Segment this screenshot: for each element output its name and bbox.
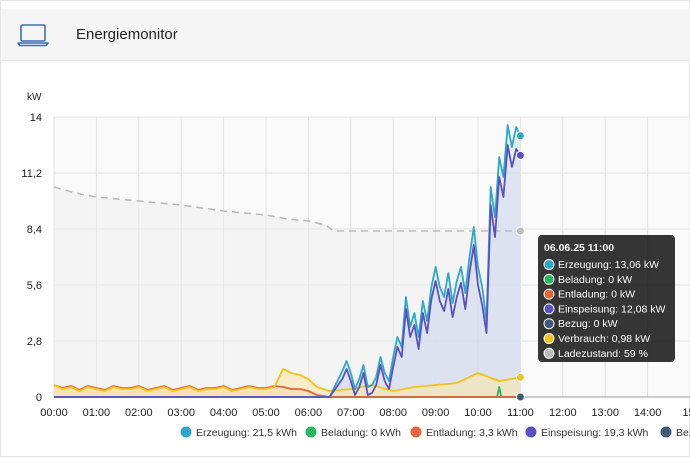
x-tick-label: 07:00: [337, 407, 365, 419]
beladung-tooltip-row: Beladung: 0 kW: [558, 274, 632, 286]
x-tick-label: 10:00: [464, 407, 492, 419]
laptop-icon: [17, 24, 49, 47]
y-tick-label: 2,8: [27, 336, 42, 348]
bezug-marker: [515, 392, 525, 402]
tooltip-title: 06.06.25 11:00: [544, 242, 614, 254]
ladezustand-marker: [515, 226, 525, 236]
card-header: Energiemonitor: [1, 9, 690, 61]
x-tick-label: 11:00: [507, 407, 534, 419]
ladezustand-line: [53, 186, 521, 232]
x-tick-label: 13:00: [591, 407, 619, 419]
entladung-tooltip-row: Entladung: 0 kW: [558, 289, 635, 301]
beladung-legend-swatch: [305, 426, 317, 438]
einspeisung-marker: [515, 150, 525, 160]
erzeugung-marker: [515, 131, 525, 141]
tooltip-box: [538, 235, 675, 362]
erzeugung-legend-item: Erzeugung: 21,5 kWh: [196, 427, 297, 439]
bezug-legend-item: Bez: [676, 427, 690, 439]
page-title: Energiemonitor: [76, 26, 178, 43]
beladung-tooltip-swatch: [543, 273, 555, 285]
y-axis-unit: kW: [27, 92, 42, 103]
erzeugung-tooltip-row: Erzeugung: 13,06 kW: [558, 259, 659, 271]
erzeugung-tooltip-swatch: [543, 259, 555, 270]
bezug-legend-swatch: [660, 426, 672, 438]
x-tick-label: 01:00: [83, 407, 111, 419]
einspeisung-line: [54, 144, 522, 398]
y-tick-label: 8,4: [27, 224, 42, 236]
entladung-tooltip-swatch: [543, 288, 555, 300]
x-tick-label: 03:00: [167, 407, 195, 419]
x-tick-label: 02:00: [125, 407, 153, 419]
tooltip: 06.06.25 11:00 Erzeugung: 13,06 kW Beladun…: [538, 235, 675, 362]
entladung-legend-swatch: [410, 426, 422, 438]
verbrauch-tooltip-row: Verbrauch: 0,98 kW: [558, 333, 650, 345]
verbrauch-marker: [515, 372, 525, 382]
beladung-legend-item: Beladung: 0 kWh: [321, 427, 401, 439]
x-tick-label: 08:00: [379, 407, 407, 419]
y-tick-label: 11,2: [21, 168, 42, 180]
ladezustand-tooltip-row: Ladezustand: 59 %: [558, 348, 648, 360]
y-tick-label: 14: [30, 112, 42, 124]
x-tick-label: 09:00: [422, 407, 450, 419]
x-tick-label: 05:00: [252, 407, 280, 419]
einspeisung-legend-item: Einspeisung: 19,3 kWh: [541, 427, 649, 439]
verbrauch-tooltip-swatch: [543, 333, 555, 344]
einspeisung-legend-swatch: [525, 426, 537, 438]
entladung-legend-item: Entladung: 3,3 kWh: [426, 427, 518, 439]
x-tick-label: 00:00: [40, 407, 68, 419]
x-tick-label: 06:00: [295, 407, 323, 419]
x-tick-label: 15:: [682, 407, 690, 419]
einspeisung-tooltip-row: Einspeisung: 12,08 kW: [558, 303, 665, 315]
x-tick-label: 12:00: [549, 407, 577, 419]
bezug-tooltip-swatch: [543, 318, 555, 330]
energy-chart[interactable]: 0 2,8 5,6 8,4 11,2 14 00:00 01:00 02:00 03:00 04:0…: [1, 61, 690, 458]
x-tick-label: 04:00: [210, 407, 238, 419]
ladezustand-tooltip-swatch: [543, 347, 555, 359]
y-tick-label: 0: [36, 392, 42, 404]
x-tick-label: 14:00: [634, 407, 662, 419]
einspeisung-tooltip-swatch: [543, 303, 555, 315]
entladung-line: [53, 384, 521, 398]
y-tick-label: 5,6: [27, 280, 42, 292]
erzeugung-legend-swatch: [180, 426, 192, 438]
bezug-tooltip-row: Bezug: 0 kW: [558, 318, 618, 330]
verbrauch-area: [54, 369, 521, 397]
